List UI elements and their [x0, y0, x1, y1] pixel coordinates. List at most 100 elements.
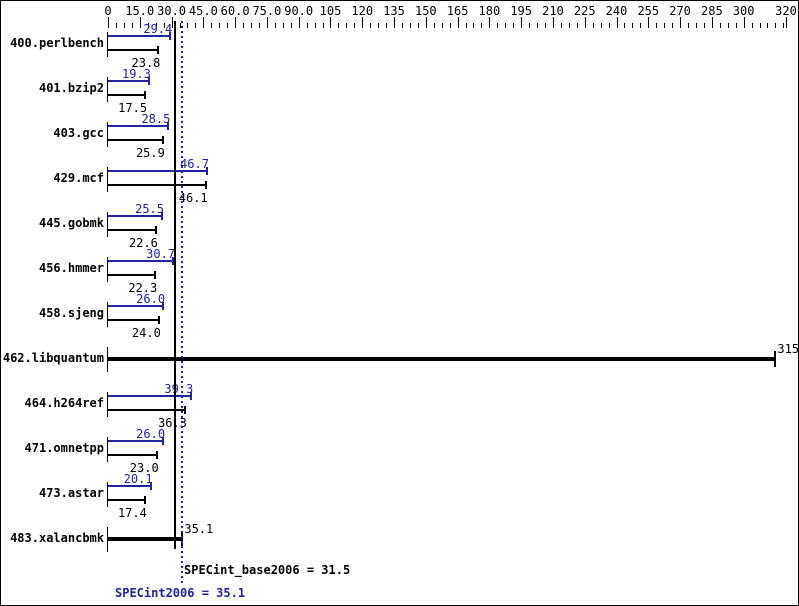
value-label-base: 23.8 — [131, 56, 161, 70]
x-axis-minor-tick — [656, 23, 657, 28]
row-origin-tick — [107, 212, 108, 237]
bar-base — [108, 229, 156, 231]
x-axis-tick-label: 300 — [732, 4, 755, 18]
row-origin-tick — [107, 302, 108, 327]
x-axis-minor-tick — [775, 23, 776, 28]
x-axis-tick-label: 120 — [351, 4, 374, 18]
x-axis-major-tick — [489, 17, 490, 28]
value-label-peak: 29.4 — [143, 22, 173, 36]
x-axis-minor-tick — [752, 23, 753, 28]
bar-base-endcap — [144, 91, 147, 99]
benchmark-label: 400.perlbench — [10, 36, 104, 50]
x-axis-tick-label: 90.0 — [284, 4, 314, 18]
x-axis-major-tick — [330, 17, 331, 28]
specint2006-mean-label: SPECint2006 = 35.1 — [115, 586, 246, 600]
x-axis-major-tick — [712, 17, 713, 28]
bar-peak-endcap — [161, 212, 164, 220]
x-axis-minor-tick — [537, 23, 538, 28]
x-axis-minor-tick — [180, 23, 181, 28]
bar-peak — [108, 35, 171, 37]
bar-base-endcap — [155, 451, 158, 459]
x-axis-minor-tick — [767, 23, 768, 28]
benchmark-label: 456.hmmer — [38, 261, 104, 275]
bar-merged — [108, 357, 776, 361]
value-label-base: 17.4 — [117, 506, 147, 520]
bar-merged-endcap — [774, 351, 777, 367]
bar-peak — [108, 80, 149, 82]
bar-merged — [108, 537, 183, 541]
value-label-base: 23.0 — [129, 461, 159, 475]
bar-peak — [108, 260, 174, 262]
x-axis-tick-label: 195 — [510, 4, 532, 18]
bar-base-endcap — [143, 496, 146, 504]
x-axis-minor-tick — [664, 23, 665, 28]
bar-peak — [108, 305, 164, 307]
bar-peak — [108, 170, 207, 172]
x-axis-minor-tick — [632, 23, 633, 28]
benchmark-label: 401.bzip2 — [38, 81, 104, 95]
benchmark-label: 445.gobmk — [38, 216, 104, 230]
bar-peak — [108, 215, 163, 217]
x-axis-minor-tick — [442, 23, 443, 28]
bar-peak-endcap — [190, 392, 193, 400]
x-axis-minor-tick — [116, 23, 117, 28]
x-axis-tick-label: 105 — [319, 4, 342, 18]
value-label-peak: 25.5 — [135, 202, 164, 216]
x-axis-tick-label: 180 — [478, 4, 501, 18]
row-origin-tick — [107, 392, 108, 417]
x-axis-tick-label: 75.0 — [252, 4, 282, 18]
x-axis-minor-tick — [386, 23, 387, 28]
bar-base — [108, 184, 206, 186]
x-axis-minor-tick — [124, 23, 125, 28]
x-axis-tick-label: 15.0 — [125, 4, 155, 18]
row-origin-tick — [107, 257, 108, 282]
x-axis-minor-tick — [760, 23, 761, 28]
x-axis-tick-label: 255 — [637, 4, 660, 18]
bar-base-endcap — [154, 271, 157, 279]
x-axis-minor-tick — [338, 23, 339, 28]
x-axis-minor-tick — [561, 23, 562, 28]
x-axis-minor-tick — [466, 23, 467, 28]
x-axis-tick-label: 240 — [605, 4, 628, 18]
x-axis-minor-tick — [323, 23, 324, 28]
x-axis-minor-tick — [497, 23, 498, 28]
x-axis-minor-tick — [378, 23, 379, 28]
x-axis-minor-tick — [283, 23, 284, 28]
benchmark-label: 483.xalancbmk — [10, 531, 104, 545]
value-label-peak: 28.5 — [141, 112, 171, 126]
x-axis-minor-tick — [219, 23, 220, 28]
x-axis-minor-tick — [132, 23, 133, 28]
x-axis-minor-tick — [481, 23, 482, 28]
x-axis-minor-tick — [720, 23, 721, 28]
x-axis-major-tick — [786, 17, 787, 28]
bar-peak — [108, 125, 169, 127]
value-label-peak: 26.0 — [136, 427, 166, 441]
x-axis-tick-label: 285 — [701, 4, 723, 18]
x-axis-major-tick — [172, 17, 173, 28]
x-axis-major-tick — [267, 17, 268, 28]
value-label-merged: 35.1 — [184, 522, 214, 536]
value-label-peak: 19.3 — [121, 67, 151, 81]
bar-peak-endcap — [147, 77, 150, 85]
x-axis-minor-tick — [505, 23, 506, 28]
value-label-base: 36.3 — [157, 416, 187, 430]
x-axis-minor-tick — [688, 23, 689, 28]
value-label-peak: 20.1 — [123, 472, 153, 486]
bar-peak-endcap — [172, 257, 175, 265]
x-axis-major-tick — [521, 17, 522, 28]
benchmark-label: 458.sjeng — [38, 306, 104, 320]
x-axis-minor-tick — [354, 23, 355, 28]
bar-base — [108, 49, 159, 51]
x-axis-minor-tick — [672, 23, 673, 28]
bar-base-endcap — [157, 316, 160, 324]
x-axis-major-tick — [680, 17, 681, 28]
x-axis-minor-tick — [418, 23, 419, 28]
x-axis-minor-tick — [450, 23, 451, 28]
x-axis-minor-tick — [704, 23, 705, 28]
bar-base-endcap — [157, 46, 160, 54]
value-label-peak: 26.0 — [136, 292, 166, 306]
x-axis-minor-tick — [275, 23, 276, 28]
bar-base-endcap — [183, 406, 186, 414]
bar-peak — [108, 395, 192, 397]
